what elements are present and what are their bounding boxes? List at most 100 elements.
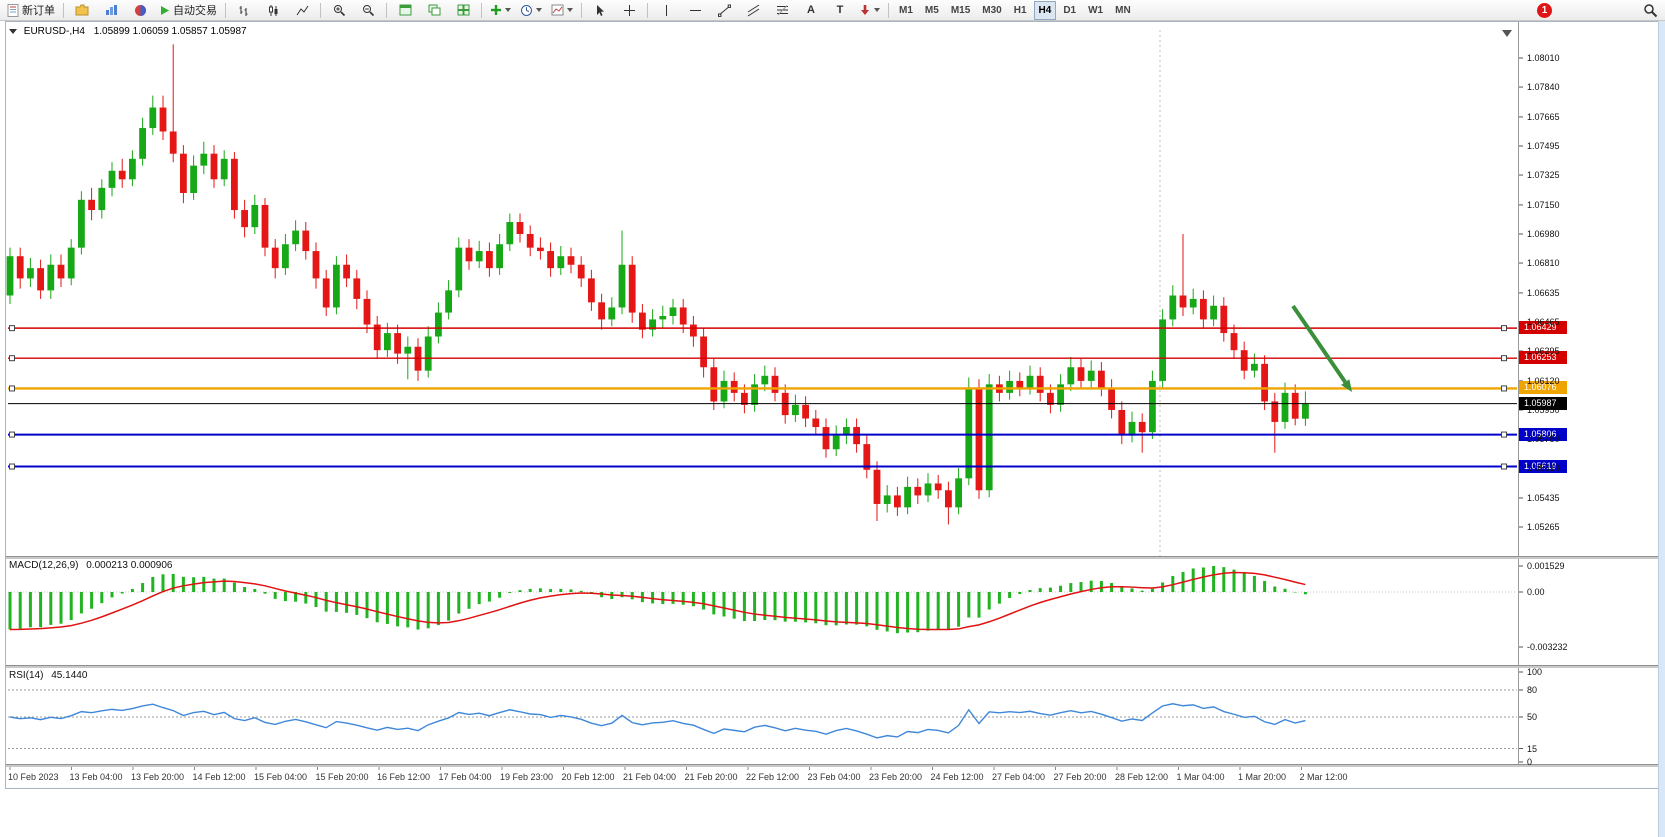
candle-body <box>1026 375 1034 388</box>
candle-body <box>679 307 687 325</box>
trend-arrow-head[interactable] <box>1341 379 1352 392</box>
candle-body <box>1118 409 1126 436</box>
cascade-windows-button[interactable] <box>420 0 448 21</box>
templates-button[interactable] <box>547 0 577 21</box>
candle-body <box>853 427 860 445</box>
profiles-button[interactable] <box>68 0 96 21</box>
horizontal-line-tool-button[interactable] <box>681 0 709 21</box>
timeframe-group: M1 M5 M15 M30 H1 H4 D1 W1 MN <box>893 0 1137 20</box>
trendline-tool-button[interactable] <box>710 0 738 21</box>
chart-shift-marker[interactable] <box>1502 30 1512 37</box>
bar-chart-mode-button[interactable] <box>230 0 258 21</box>
hline-handle[interactable] <box>1501 385 1507 392</box>
candle-body <box>904 486 911 508</box>
macd-values: 0.000213 0.000906 <box>86 560 173 571</box>
rsi-line <box>9 703 1306 739</box>
hline-handle[interactable] <box>9 355 15 362</box>
new-order-button[interactable]: 新订单 <box>3 0 59 21</box>
toolbar-separator <box>63 2 64 18</box>
macd-panel-splitter[interactable] <box>6 556 1658 559</box>
hline-handle[interactable] <box>1501 355 1507 362</box>
candle-body <box>1230 333 1238 351</box>
timeframe-h1-button[interactable]: H1 <box>1013 4 1027 16</box>
candle-body <box>108 170 116 188</box>
candle-body <box>1189 298 1197 308</box>
candle-body <box>333 264 340 308</box>
timeframe-m5-button[interactable]: M5 <box>924 4 939 16</box>
candle-body <box>1271 401 1279 422</box>
cascade-windows-icon <box>428 4 440 16</box>
rsi-panel-splitter[interactable] <box>6 665 1658 668</box>
chart-menu-arrow-icon[interactable] <box>9 29 17 34</box>
candle-body <box>1281 392 1289 422</box>
vertical-scrollbar[interactable] <box>1658 0 1665 837</box>
timeframe-d1-button[interactable]: D1 <box>1063 4 1077 16</box>
candle-body <box>730 380 738 393</box>
hline-handle[interactable] <box>9 431 15 438</box>
hline-handle[interactable] <box>9 325 15 332</box>
hline-handle[interactable] <box>1501 325 1507 332</box>
search-icon[interactable] <box>1643 3 1658 18</box>
autotrading-icon <box>161 5 169 15</box>
arrows-tool-button[interactable] <box>855 0 884 21</box>
indicators-button[interactable] <box>486 0 515 21</box>
candle-body <box>57 264 65 279</box>
candle-body <box>1210 305 1217 320</box>
trend-arrow-line[interactable] <box>1291 304 1347 384</box>
candle-body <box>1169 295 1177 320</box>
chevron-down-icon <box>536 8 542 12</box>
candle-body <box>159 107 167 132</box>
hline-handle[interactable] <box>1501 463 1507 470</box>
vertical-line-icon <box>665 4 667 16</box>
candle-body <box>1200 298 1207 320</box>
fibonacci-tool-button[interactable] <box>768 0 796 21</box>
candle-body <box>588 278 595 303</box>
candle-body <box>27 268 34 279</box>
timeframe-mn-button[interactable]: MN <box>1115 4 1131 16</box>
autotrading-button[interactable]: 自动交易 <box>155 0 221 21</box>
candle-body <box>1159 319 1166 381</box>
market-watch-button[interactable] <box>126 0 154 21</box>
line-chart-icon <box>296 5 308 15</box>
candle-body <box>373 324 381 351</box>
candle-body <box>1067 367 1075 385</box>
timeframe-h4-button[interactable]: H4 <box>1033 0 1057 20</box>
timeframe-m15-button[interactable]: M15 <box>950 4 971 16</box>
crosshair-button[interactable] <box>615 0 643 21</box>
vertical-line-tool-button[interactable] <box>652 0 680 21</box>
candlestick-mode-button[interactable] <box>259 0 287 21</box>
cursor-button[interactable] <box>586 0 614 21</box>
zoom-out-button[interactable] <box>354 0 382 21</box>
candle-body <box>506 222 514 245</box>
line-chart-mode-button[interactable] <box>288 0 316 21</box>
time-axis-splitter[interactable] <box>6 764 1658 767</box>
zoom-out-icon <box>362 4 374 16</box>
hline-handle[interactable] <box>1501 431 1507 438</box>
label-tool-button[interactable]: T <box>826 0 854 21</box>
charts-button[interactable] <box>97 0 125 21</box>
candle-body <box>394 333 401 354</box>
candle-body <box>924 483 932 496</box>
candle-body <box>985 384 993 491</box>
text-tool-button[interactable]: A <box>797 0 825 21</box>
candle-body <box>761 375 769 385</box>
candle-body <box>384 333 391 351</box>
candle-body <box>1108 387 1115 410</box>
timeframe-m30-button[interactable]: M30 <box>982 4 1002 16</box>
channel-tool-button[interactable] <box>739 0 767 21</box>
candle-body <box>486 251 493 269</box>
zoom-in-button[interactable] <box>325 0 353 21</box>
candle-body <box>292 230 299 245</box>
candle-body <box>1077 367 1085 381</box>
timeframe-w1-button[interactable]: W1 <box>1088 4 1104 16</box>
notification-badge[interactable]: 1 <box>1537 3 1552 18</box>
tile-windows-button[interactable] <box>449 0 477 21</box>
periods-button[interactable] <box>516 0 546 21</box>
hline-handle[interactable] <box>9 385 15 392</box>
hline-handle[interactable] <box>9 463 15 470</box>
new-window-button[interactable] <box>391 0 419 21</box>
macd-indicator-label: MACD(12,26,9) 0.000213 0.000906 <box>9 560 172 571</box>
candle-body <box>139 128 146 159</box>
timeframe-m1-button[interactable]: M1 <box>899 4 913 16</box>
